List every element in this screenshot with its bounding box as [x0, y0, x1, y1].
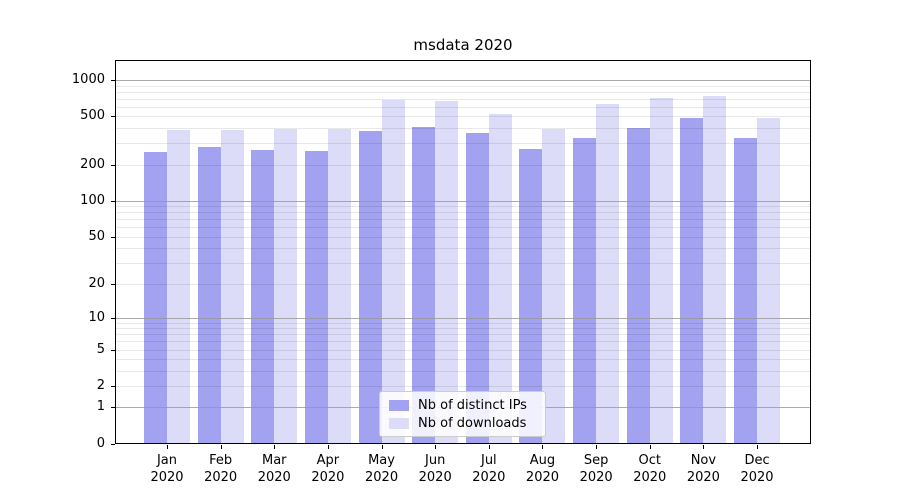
legend-label: Nb of distinct IPs [418, 397, 527, 413]
plot-area [115, 60, 811, 444]
chart-title: msdata 2020 [413, 36, 513, 54]
y-tick-mark [111, 407, 115, 409]
bar-ips-apr [304, 151, 328, 444]
bar-ips-mar [251, 149, 275, 444]
y-tick-mark [111, 317, 115, 319]
x-tick-mark [649, 445, 651, 449]
bar-ips-nov [680, 117, 704, 444]
y-tick-label: 500 [80, 108, 105, 124]
y-tick-label: 200 [80, 156, 105, 172]
bar-downloads-may [381, 99, 405, 444]
bar-ips-feb [197, 147, 221, 444]
y-tick-label: 5 [96, 341, 105, 357]
bar-downloads-sep [596, 103, 620, 444]
bar-downloads-jul [488, 113, 512, 444]
y-tick-label: 100 [80, 192, 105, 208]
legend-item-distinct-ips: Nb of distinct IPs [389, 398, 536, 413]
x-tick-mark [381, 445, 383, 449]
bar-downloads-jan [167, 129, 190, 444]
y-tick-mark [111, 79, 115, 81]
bar-downloads-oct [649, 97, 673, 444]
y-tick-mark [111, 200, 115, 202]
y-tick-label: 2 [96, 378, 105, 394]
x-tick-label: Jul 2020 [472, 453, 506, 485]
bars-layer [115, 60, 811, 444]
x-tick-mark [167, 445, 168, 449]
x-tick-label: Jan 2020 [150, 453, 184, 485]
bar-ips-oct [626, 127, 650, 444]
x-tick-mark [488, 445, 490, 449]
legend-swatch-distinct-ips [389, 399, 409, 411]
legend-label: Nb of downloads [418, 415, 527, 431]
x-tick-label: Dec 2020 [740, 453, 774, 485]
x-tick-label: Sep 2020 [579, 453, 613, 485]
bar-downloads-feb [220, 129, 244, 444]
y-tick-label: 0 [96, 436, 105, 451]
x-tick-mark [757, 445, 759, 449]
bar-ips-jun [412, 126, 436, 444]
x-tick-label: May 2020 [365, 453, 399, 485]
bar-ips-aug [519, 148, 543, 444]
bar-ips-sep [573, 137, 597, 444]
bar-downloads-mar [274, 128, 298, 444]
y-tick-mark [111, 116, 115, 118]
y-tick-label: 50 [88, 228, 105, 244]
y-tick-mark [111, 283, 115, 285]
x-tick-label: Feb 2020 [204, 453, 238, 485]
x-tick-mark [596, 445, 598, 449]
y-tick-label: 1000 [71, 71, 105, 87]
bar-downloads-jun [435, 100, 459, 444]
bar-downloads-nov [703, 95, 727, 444]
legend-swatch-downloads [389, 417, 409, 429]
y-tick-mark [111, 386, 115, 388]
bar-ips-may [358, 130, 382, 444]
bar-ips-jul [465, 132, 489, 444]
y-tick-mark [111, 236, 115, 238]
y-tick-label: 20 [88, 275, 105, 291]
x-tick-mark [435, 445, 437, 449]
bar-downloads-dec [757, 117, 781, 444]
x-tick-mark [542, 445, 544, 449]
x-tick-mark [274, 445, 276, 449]
y-tick-mark [111, 444, 115, 445]
legend-item-downloads: Nb of downloads [389, 416, 536, 431]
bar-downloads-apr [327, 128, 351, 444]
x-tick-mark [327, 445, 329, 449]
y-tick-label: 10 [88, 309, 105, 325]
x-tick-mark [703, 445, 705, 449]
x-tick-label: Oct 2020 [633, 453, 667, 485]
bar-ips-dec [734, 137, 758, 444]
x-tick-label: Aug 2020 [525, 453, 560, 485]
y-tick-mark [111, 164, 115, 166]
y-tick-mark [111, 349, 115, 351]
x-tick-label: Mar 2020 [257, 453, 291, 485]
legend: Nb of distinct IPs Nb of downloads [379, 391, 546, 437]
y-tick-label: 1 [96, 399, 105, 415]
x-tick-label: Nov 2020 [686, 453, 720, 485]
x-tick-mark [220, 445, 222, 449]
bar-ips-jan [144, 152, 167, 444]
x-tick-label: Jun 2020 [418, 453, 452, 485]
x-tick-label: Apr 2020 [311, 453, 345, 485]
bar-downloads-aug [542, 128, 566, 444]
